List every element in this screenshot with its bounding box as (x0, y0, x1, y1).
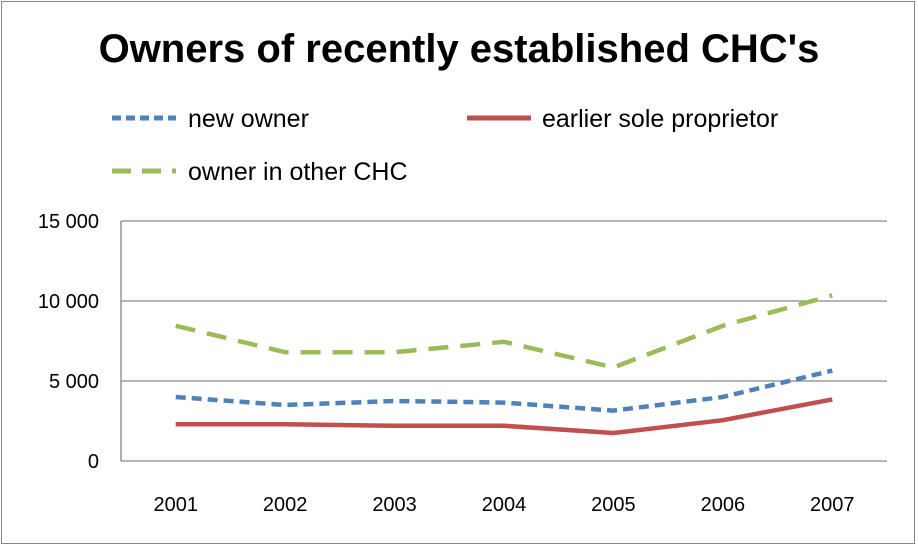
series-line-earlier-sole-proprietor (175, 397, 833, 436)
legend-label-owner-in-other-chc: owner in other CHC (188, 158, 408, 186)
legend-item-earlier-sole-proprietor: earlier sole proprietor (467, 105, 778, 133)
y-axis-ticks: 0 5 000 10 000 15 000 (38, 211, 99, 473)
series-line-new-owner (175, 368, 833, 413)
legend-item-owner-in-other-chc: owner in other CHC (112, 158, 408, 186)
y-tick-label: 15 000 (38, 211, 99, 233)
y-tick-label: 10 000 (38, 291, 99, 313)
chart-title: Owners of recently established CHC's (99, 27, 820, 71)
x-tick-label: 2003 (372, 494, 417, 516)
legend-label-new-owner: new owner (188, 105, 309, 133)
x-tick-label: 2006 (701, 494, 746, 516)
x-tick-label: 2004 (482, 494, 527, 516)
gridlines (120, 220, 887, 462)
series-line-owner-in-other-chc (175, 293, 833, 370)
x-tick-label: 2005 (591, 494, 636, 516)
x-axis-ticks: 2001 2002 2003 2004 2005 2006 2007 (153, 494, 854, 516)
legend-label-earlier-sole-proprietor: earlier sole proprietor (542, 105, 778, 133)
legend-item-new-owner: new owner (112, 105, 309, 133)
y-tick-label: 0 (88, 451, 99, 473)
x-tick-label: 2001 (153, 494, 198, 516)
x-tick-label: 2002 (263, 494, 308, 516)
x-tick-label: 2007 (810, 494, 855, 516)
y-tick-label: 5 000 (49, 371, 99, 393)
series-lines (175, 293, 833, 436)
legend: new owner earlier sole proprietor owner … (112, 105, 778, 186)
